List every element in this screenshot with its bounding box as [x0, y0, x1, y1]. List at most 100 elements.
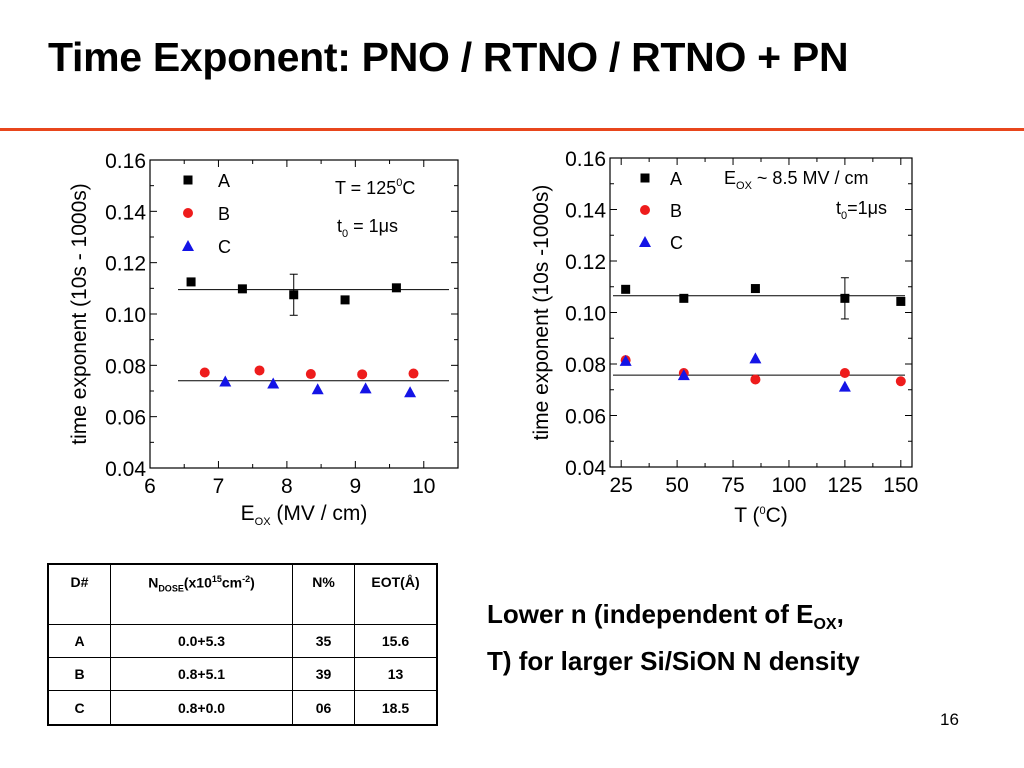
cell-device: B — [47, 657, 111, 692]
header-dose-unit: cm — [221, 574, 243, 591]
header-dose-mid: (x10 — [183, 574, 212, 591]
y-tick-label: 0.14 — [565, 200, 606, 223]
series-B — [199, 365, 419, 380]
header-dose-exp: -2 — [242, 574, 251, 584]
cell-eot: 13 — [354, 657, 438, 692]
legend: ABC — [639, 169, 683, 253]
x-tick-label: 100 — [771, 474, 806, 497]
data-point — [408, 368, 419, 379]
data-point — [267, 377, 280, 389]
page-number: 16 — [940, 710, 959, 729]
y-tick-label: 0.04 — [565, 457, 606, 480]
title-divider — [0, 128, 1024, 131]
cell-eot: 15.6 — [354, 623, 438, 659]
legend-label: A — [670, 169, 682, 189]
annotation: t0=1μs — [836, 198, 887, 222]
header-dose-close: ) — [250, 574, 255, 591]
conclusion-line1-post: , — [836, 599, 844, 629]
charts-canvas: 0.04 0.06 0.08 0.10 0.12 0.14 0.16 6 7 8 9 10 time e… — [68, 148, 918, 528]
conclusion-text: Lower n (independent of EOX, T) for large… — [487, 596, 1007, 679]
data-point — [219, 375, 232, 387]
x-tick-label: 25 — [610, 474, 633, 497]
table-row: C 0.8+0.0 06 18.5 — [47, 690, 438, 726]
legend-label: C — [218, 237, 231, 257]
legend-marker — [182, 240, 194, 251]
x-axis-title: T (0C) — [734, 504, 788, 527]
header-dose-main: N — [148, 574, 159, 591]
chart-left: 0.04 0.06 0.08 0.10 0.12 0.14 0.16 6 7 8 9 10 time e… — [68, 150, 459, 528]
series-C — [219, 375, 417, 398]
y-tick-label: 0.14 — [105, 201, 146, 224]
legend-label: B — [218, 204, 230, 224]
y-tick-label: 0.16 — [565, 148, 606, 171]
conclusion-line1-pre: Lower n (independent of E — [487, 599, 814, 629]
cell-dose: 0.0+5.3 — [110, 623, 293, 659]
series-B — [620, 355, 906, 387]
data-point — [237, 284, 247, 294]
data-point — [677, 369, 690, 381]
conclusion-line1-sub: OX — [813, 616, 837, 634]
data-point — [619, 354, 632, 366]
cell-nitrogen: 06 — [292, 690, 355, 726]
cell-nitrogen: 39 — [292, 657, 355, 692]
y-tick-label: 0.12 — [105, 253, 146, 276]
cell-device: A — [47, 623, 111, 659]
annotation: EOX ~ 8.5 MV / cm — [724, 168, 868, 192]
y-tick-label: 0.10 — [565, 303, 606, 326]
data-point — [679, 293, 689, 303]
x-tick-label: 10 — [412, 475, 435, 498]
cell-device: C — [47, 690, 111, 726]
data-point — [254, 365, 265, 376]
y-tick-label: 0.04 — [105, 458, 146, 481]
data-point — [838, 380, 851, 392]
x-tick-label: 9 — [349, 475, 361, 498]
y-tick-label: 0.12 — [565, 251, 606, 274]
legend-marker — [183, 208, 193, 218]
data-point — [340, 295, 350, 305]
series-C — [619, 352, 851, 392]
plot-frame — [149, 159, 459, 469]
cell-nitrogen: 35 — [292, 623, 355, 659]
header-eot: EOT(Å) — [354, 563, 438, 625]
cell-dose: 0.8+0.0 — [110, 690, 293, 726]
x-tick-label: 50 — [665, 474, 688, 497]
header-dose: NDOSE(x1015cm-2) — [110, 563, 293, 625]
data-point — [186, 277, 196, 287]
legend-marker — [183, 175, 193, 185]
cell-eot: 18.5 — [354, 690, 438, 726]
x-tick-label: 6 — [144, 475, 156, 498]
y-tick-label: 0.08 — [105, 355, 146, 378]
legend: ABC — [182, 171, 231, 257]
y-axis-title: time exponent (10s -1000s) — [530, 185, 553, 441]
legend-marker — [640, 205, 650, 215]
header-nitrogen: N% — [292, 563, 355, 625]
data-point — [357, 369, 368, 380]
series-A — [621, 277, 906, 320]
data-point — [621, 284, 631, 294]
data-point — [404, 386, 417, 398]
y-tick-label: 0.08 — [565, 354, 606, 377]
y-tick-label: 0.10 — [105, 304, 146, 327]
device-parameter-table: D# NDOSE(x1015cm-2) N% EOT(Å) A 0.0+5.3 … — [47, 563, 438, 726]
x-axis-title: EOX (MV / cm) — [241, 502, 368, 528]
cell-dose: 0.8+5.1 — [110, 657, 293, 692]
table-header-row: D# NDOSE(x1015cm-2) N% EOT(Å) — [47, 563, 438, 625]
legend-marker — [640, 173, 650, 183]
series-A — [186, 273, 401, 316]
annotation: t0 = 1μs — [337, 216, 398, 240]
x-tick-label: 125 — [827, 474, 862, 497]
legend-label: A — [218, 171, 230, 191]
x-tick-label: 150 — [883, 474, 918, 497]
data-point — [391, 283, 401, 293]
header-device: D# — [47, 563, 111, 625]
data-point — [839, 368, 850, 379]
y-axis-title: time exponent (10s - 1000s) — [68, 183, 91, 444]
data-point — [199, 367, 210, 378]
data-point — [311, 383, 324, 395]
legend-label: C — [670, 233, 683, 253]
data-point — [359, 382, 372, 394]
y-tick-label: 0.06 — [105, 407, 146, 430]
data-point — [749, 352, 762, 364]
table-row: B 0.8+5.1 39 13 — [47, 657, 438, 692]
slide-title: Time Exponent: PNO / RTNO / RTNO + PN — [48, 34, 849, 80]
